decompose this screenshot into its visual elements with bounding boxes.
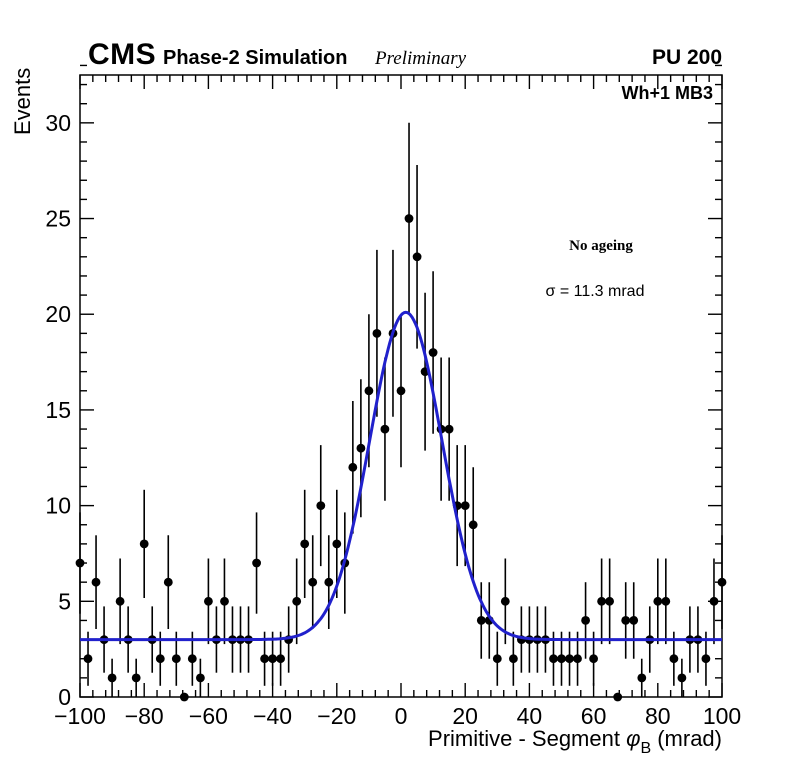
data-point: [91, 577, 101, 587]
data-point: [444, 424, 454, 434]
data-point: [179, 692, 189, 702]
data-point: [131, 673, 141, 683]
data-point: [139, 539, 149, 549]
data-point: [260, 654, 269, 664]
data-point: [701, 654, 711, 664]
data-point: [187, 654, 197, 664]
y-tick-label: 30: [45, 110, 71, 136]
x-tick-label: 20: [452, 703, 478, 729]
y-axis-title: Events: [10, 68, 35, 135]
data-point: [380, 424, 390, 434]
data-point: [204, 596, 213, 606]
x-tick-label: 80: [645, 703, 671, 729]
data-point: [316, 501, 326, 510]
data-point: [396, 386, 406, 396]
y-tick-label: 5: [58, 588, 71, 614]
region-label: Wh+1 MB3: [621, 83, 713, 103]
data-point: [717, 577, 727, 587]
data-point: [492, 654, 502, 664]
x-tick-label: −40: [253, 703, 292, 729]
data-point: [549, 654, 558, 664]
fit-curve: [80, 310, 722, 642]
data-point: [709, 596, 719, 606]
x-tick-label: 40: [517, 703, 543, 729]
data-point: [75, 558, 85, 568]
sigma-label: σ = 11.3 mrad: [546, 283, 645, 300]
x-axis-title: Primitive - Segment φB (mrad): [428, 726, 722, 757]
data-point: [500, 596, 510, 606]
chart-layer: −100 −80 −60 −40 −20 0 20 40 60 80 100 0 5 10 15 20 25 30: [45, 64, 741, 729]
data-point: [677, 673, 687, 683]
x-tick-label: −20: [317, 703, 356, 729]
pileup-label: PU 200: [652, 46, 722, 69]
x-tick-label: −100: [54, 703, 106, 729]
data-point: [276, 654, 285, 664]
data-point: [107, 673, 117, 683]
y-tick-label: 15: [45, 397, 71, 423]
data-point: [621, 616, 631, 625]
data-point: [605, 596, 614, 606]
data-point: [356, 443, 366, 453]
data-point: [573, 654, 582, 664]
data-point: [83, 654, 93, 664]
data-point: [220, 596, 229, 606]
data-point: [268, 654, 277, 664]
data-point: [196, 673, 205, 683]
y-tick-label: 0: [58, 684, 71, 710]
data-point: [412, 252, 422, 262]
data-point: [509, 654, 518, 664]
data-point: [589, 654, 598, 664]
data-point: [661, 596, 671, 606]
data-point: [308, 577, 318, 587]
y-ticks: 0 5 10 15 20 25 30: [45, 64, 722, 710]
data-point: [653, 596, 663, 606]
data-point: [428, 348, 438, 357]
data-point: [372, 329, 382, 338]
data-point: [460, 501, 470, 510]
data-point: [348, 462, 358, 472]
data-point: [468, 520, 478, 530]
data-point: [324, 577, 334, 587]
data-point: [115, 596, 125, 606]
x-tick-label: 100: [703, 703, 741, 729]
data-point: [629, 616, 639, 625]
x-tick-label: −60: [189, 703, 228, 729]
ageing-label: No ageing: [569, 238, 633, 254]
data-point: [292, 596, 302, 606]
data-point: [155, 654, 165, 664]
data-point: [300, 539, 310, 549]
data-point: [404, 214, 414, 223]
y-tick-label: 25: [45, 206, 71, 232]
data-point: [613, 692, 623, 702]
data-point: [332, 539, 342, 549]
data-point: [581, 616, 590, 625]
data-point: [669, 654, 679, 664]
x-tick-label: 0: [395, 703, 408, 729]
data-point: [565, 654, 574, 664]
y-tick-label: 20: [45, 301, 71, 327]
data-point: [171, 654, 181, 664]
data-point: [252, 558, 261, 568]
data-point: [637, 673, 647, 683]
data-point: [476, 616, 486, 625]
cms-label: CMS: [88, 38, 156, 71]
x-tick-label: −80: [125, 703, 164, 729]
preliminary-label: Preliminary: [374, 48, 467, 69]
x-ticks: −100 −80 −60 −40 −20 0 20 40 60 80 100: [54, 75, 741, 729]
data-point: [163, 577, 173, 587]
data-point: [597, 596, 606, 606]
x-tick-label: 60: [581, 703, 607, 729]
y-tick-label: 10: [45, 493, 71, 519]
data-point: [364, 386, 374, 396]
data-point: [557, 654, 566, 664]
phase-label: Phase-2 Simulation: [163, 47, 348, 69]
